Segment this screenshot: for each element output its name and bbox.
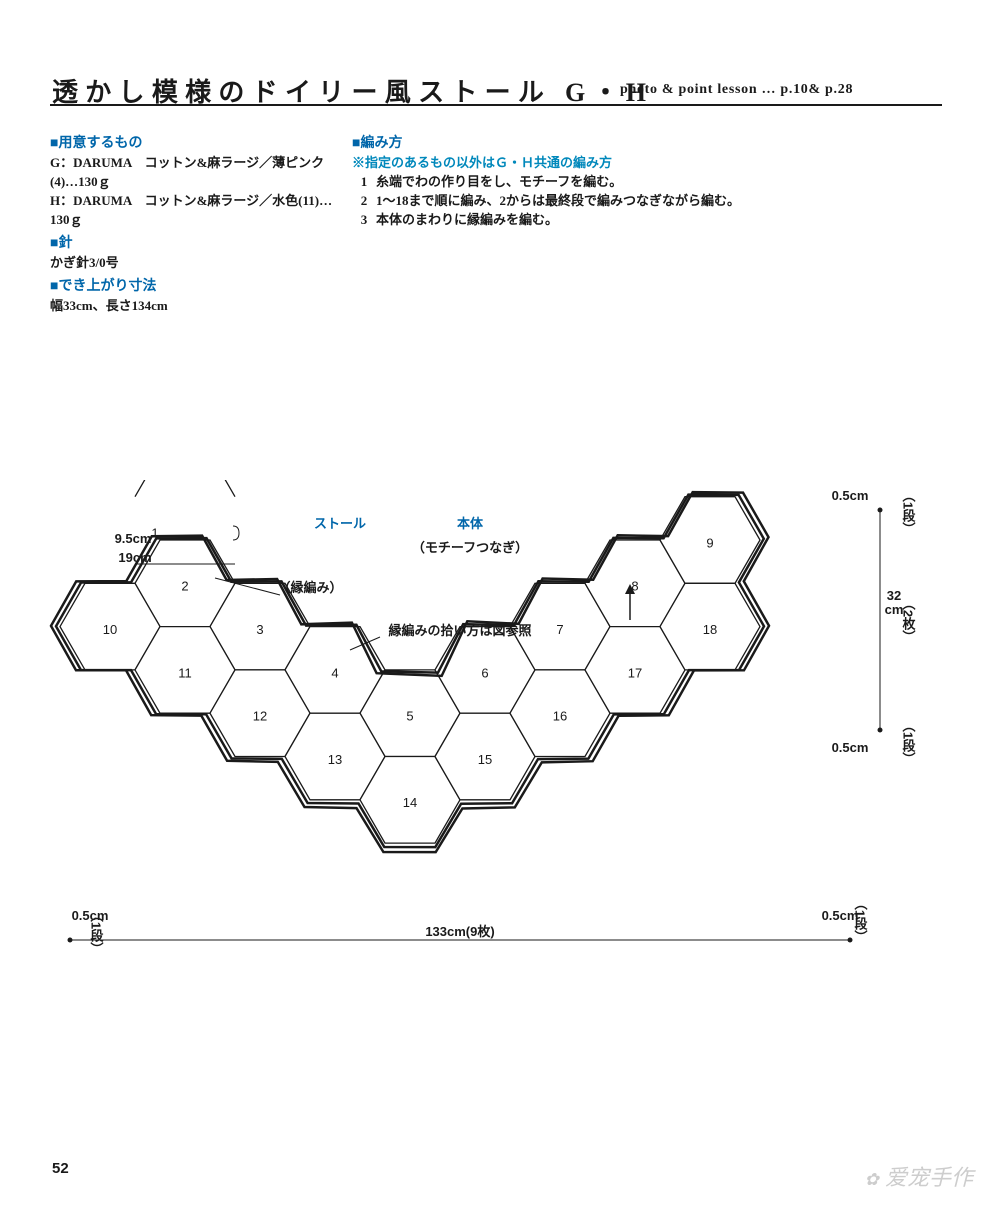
svg-text:（1段）: （1段） [901,489,917,535]
size-text: 幅33cm、長さ134cm [50,297,340,316]
svg-text:2: 2 [181,579,188,594]
svg-text:4: 4 [331,665,338,680]
step-text: 1〜18まで順に編み、2からは最終段で編みつなぎながら編む。 [376,192,742,211]
svg-text:9.5cm: 9.5cm [115,531,152,546]
svg-text:11: 11 [178,665,192,680]
method-heading: ■編み方 [352,132,742,152]
svg-text:10: 10 [103,622,117,637]
svg-text:3: 3 [256,622,263,637]
materials-h: H：DARUMA コットン&麻ラージ／水色(11)…130ｇ [50,192,340,230]
svg-text:19cm: 19cm [118,550,151,565]
method-step: 3 本体のまわりに縁編みを編む。 [352,211,742,230]
step-num: 3 [352,211,376,230]
svg-text:18: 18 [703,622,717,637]
svg-text:（1段）: （1段） [901,719,917,765]
svg-text:7: 7 [556,622,563,637]
step-text: 本体のまわりに縁編みを編む。 [376,211,742,230]
svg-text:本体: 本体 [457,516,484,531]
size-heading: ■でき上がり寸法 [50,275,340,295]
svg-text:（縁編み）: （縁編み） [277,580,342,595]
method-step: 1 糸端でわの作り目をし、モチーフを編む。 [352,173,742,192]
svg-text:（1段）: （1段） [89,909,105,955]
svg-text:縁編みの拾い方は図参照: 縁編みの拾い方は図参照 [388,623,531,638]
lesson-ref: photo & point lesson … p.10& p.28 [620,82,853,98]
step-text: 糸端でわの作り目をし、モチーフを編む。 [376,173,742,192]
page-root: 透かし模様のドイリー風ストール G・H photo & point lesson… [0,0,993,1222]
svg-text:（モチーフつなぎ）: （モチーフつなぎ） [412,540,528,555]
svg-text:16: 16 [553,709,567,724]
title-underline [50,104,942,106]
step-num: 1 [352,173,376,192]
svg-text:14: 14 [403,795,417,810]
svg-text:0.5cm: 0.5cm [832,488,869,503]
method-step: 2 1〜18まで順に編み、2からは最終段で編みつなぎながら編む。 [352,192,742,211]
svg-text:1: 1 [151,525,158,540]
svg-text:5: 5 [406,709,413,724]
needle-heading: ■針 [50,232,340,252]
svg-text:15: 15 [478,752,492,767]
needle-text: かぎ針3/0号 [50,254,340,273]
materials-heading: ■用意するもの [50,132,340,152]
materials-g: G：DARUMA コットン&麻ラージ／薄ピンク(4)…130ｇ [50,154,340,192]
watermark: ✿ 爱宠手作 [865,1160,973,1192]
svg-text:13: 13 [328,752,342,767]
step-num: 2 [352,192,376,211]
svg-text:ストール: ストール [314,516,366,531]
page-number: 52 [52,1160,69,1177]
method-note: ※指定のあるもの以外はＧ・Ｈ共通の編み方 [352,154,742,173]
svg-text:（2枚）: （2枚） [901,597,917,643]
svg-text:133cm(9枚): 133cm(9枚) [425,924,494,939]
svg-text:（1段）: （1段） [853,897,869,943]
svg-text:17: 17 [628,665,642,680]
svg-text:0.5cm: 0.5cm [832,740,869,755]
materials-column: ■用意するもの G：DARUMA コットン&麻ラージ／薄ピンク(4)…130ｇ … [50,130,340,316]
svg-text:32: 32 [887,588,901,603]
svg-text:12: 12 [253,709,267,724]
method-column: ■編み方 ※指定のあるもの以外はＧ・Ｈ共通の編み方 1 糸端でわの作り目をし、モ… [352,130,742,230]
hex-diagram: 2103114125131461571681791819.5cm19cmストール… [40,480,960,980]
svg-text:9: 9 [706,535,713,550]
svg-text:6: 6 [481,665,488,680]
